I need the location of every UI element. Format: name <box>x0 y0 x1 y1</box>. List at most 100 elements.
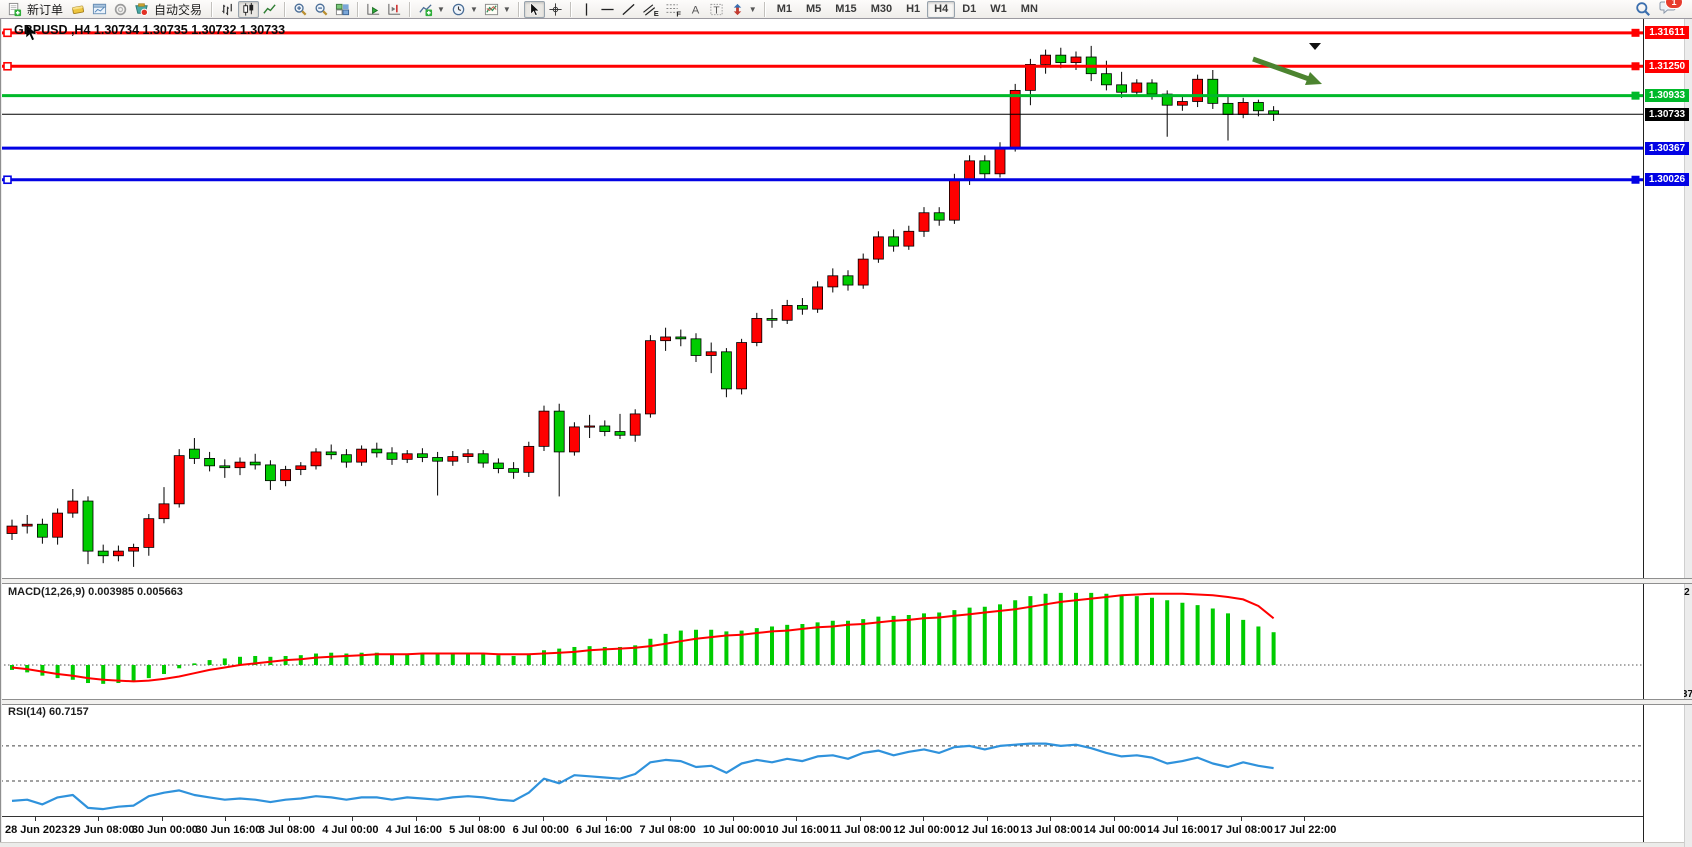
candle-body <box>629 413 641 436</box>
auto-scroll-button[interactable] <box>363 1 384 18</box>
macd-panel[interactable] <box>0 585 1643 699</box>
horizontal-line-tool-button[interactable] <box>597 1 618 18</box>
time-tick <box>1304 817 1305 821</box>
candle <box>629 409 641 442</box>
refresh-button[interactable] <box>110 1 131 18</box>
window-left-edge <box>0 19 2 842</box>
candle <box>416 448 428 463</box>
periods-button[interactable]: ▼ <box>448 1 481 18</box>
line-handle[interactable] <box>3 61 12 71</box>
cursor-tool-button[interactable] <box>523 0 545 18</box>
candle-body <box>645 340 656 415</box>
timeframe-m15-button[interactable]: M15 <box>835 3 857 15</box>
timeframe-m1-button[interactable]: M1 <box>776 3 792 15</box>
trend-arrow-shaft <box>1252 56 1310 82</box>
panel-divider[interactable] <box>0 699 1692 705</box>
text-tool-button[interactable]: A <box>685 1 706 18</box>
line-handle[interactable] <box>1631 62 1640 71</box>
line-handle[interactable] <box>1631 91 1640 100</box>
line-handle[interactable] <box>3 175 12 185</box>
time-axis[interactable]: 28 Jun 2023 29 Jun 08:00 30 Jun 00:00 30 Ju… <box>0 816 1692 842</box>
candle-body <box>964 160 975 180</box>
candle-body <box>538 410 550 447</box>
trend-arrow[interactable] <box>1252 56 1322 85</box>
price-chart-panel[interactable] <box>0 19 1643 578</box>
line-handle[interactable] <box>3 28 12 38</box>
market-watch-button[interactable] <box>68 1 89 18</box>
candle-body <box>447 456 459 462</box>
trendline-tool-button[interactable] <box>618 1 639 18</box>
dropdown-caret[interactable]: ▼ <box>502 4 511 14</box>
dropdown-caret[interactable]: ▼ <box>437 4 445 14</box>
candle-body <box>249 461 261 466</box>
new-order-icon <box>8 2 22 16</box>
indicators-button[interactable]: ▼ <box>415 1 448 18</box>
candle-body <box>1131 82 1143 93</box>
candle <box>492 458 504 474</box>
candle <box>842 270 854 291</box>
timeframe-h1-button[interactable]: H1 <box>906 3 921 15</box>
vertical-line-icon <box>585 2 587 16</box>
line-handle[interactable] <box>1631 175 1640 184</box>
candlestick-mode-button[interactable] <box>238 0 260 18</box>
fibonacci-tool-button[interactable]: F <box>662 1 685 18</box>
search-icon[interactable] <box>1635 1 1651 17</box>
candle-body <box>219 465 231 469</box>
macd-label: MACD(12,26,9) 0.003985 0.005663 <box>8 586 183 598</box>
time-tick <box>669 817 671 821</box>
candle-body <box>599 425 611 432</box>
crosshair-tool-button[interactable] <box>545 1 566 18</box>
down-triangle-marker[interactable] <box>1309 43 1321 50</box>
candle-body <box>1025 64 1036 91</box>
candle-body <box>584 425 595 428</box>
timeframe-m5-button[interactable]: M5 <box>806 3 822 15</box>
candle-body <box>310 451 322 467</box>
zoom-in-button[interactable] <box>290 1 311 18</box>
candle-body <box>918 212 930 232</box>
candle-body <box>143 518 155 548</box>
auto-trading-button[interactable]: 自动交易 <box>131 1 207 18</box>
time-label: 4 Jul 16:00 <box>385 824 442 836</box>
dropdown-caret[interactable]: ▼ <box>748 4 757 14</box>
timeframe-h4-button[interactable]: H4 <box>927 0 956 18</box>
bar-chart-mode-button[interactable] <box>217 1 238 18</box>
text-letter: A <box>692 4 700 16</box>
candle <box>113 545 124 562</box>
candle-body <box>888 236 899 247</box>
zoom-out-button[interactable] <box>311 1 332 18</box>
candle <box>645 335 656 418</box>
vertical-line-tool-button[interactable] <box>576 1 597 18</box>
channel-tool-button[interactable]: E <box>639 1 662 18</box>
tile-windows-button[interactable] <box>332 1 353 18</box>
line-chart-mode-button[interactable] <box>259 1 280 18</box>
new-order-button[interactable]: 新订单 <box>4 1 68 18</box>
macd-main-value: 0.003985 <box>88 586 134 598</box>
dropdown-caret[interactable]: ▼ <box>469 4 478 14</box>
chart-ohlc-quotes: 1.30734 1.30735 1.30732 1.30733 <box>93 23 286 37</box>
timeframe-mn-button[interactable]: MN <box>1020 3 1038 15</box>
rsi-panel[interactable] <box>0 703 1643 816</box>
timeframe-w1-button[interactable]: W1 <box>990 3 1007 15</box>
arrows-tool-button[interactable]: ▼ <box>727 1 760 18</box>
candle <box>1040 49 1051 74</box>
line-handle[interactable] <box>1631 28 1640 37</box>
new-chart-button[interactable] <box>89 1 110 18</box>
chart-shift-button[interactable] <box>384 1 405 18</box>
time-tick <box>542 817 544 821</box>
panel-divider[interactable] <box>0 578 1692 584</box>
candle <box>508 462 520 479</box>
timeframe-m30-button[interactable]: M30 <box>870 3 893 15</box>
candle-body <box>721 351 732 390</box>
time-tick <box>98 817 100 821</box>
timeframe-d1-button[interactable]: D1 <box>962 3 977 15</box>
text-label-tool-button[interactable]: T <box>706 1 727 18</box>
candle-body <box>812 286 823 310</box>
candle-body <box>614 431 626 436</box>
candle <box>447 450 459 466</box>
equidistant-channel-icon: E <box>642 3 659 17</box>
candle <box>280 465 292 487</box>
templates-button[interactable]: ▼ <box>481 1 514 18</box>
candle-body <box>1055 54 1067 63</box>
notifications-button[interactable]: 1 <box>1659 0 1683 20</box>
line-chart-icon <box>263 3 276 14</box>
